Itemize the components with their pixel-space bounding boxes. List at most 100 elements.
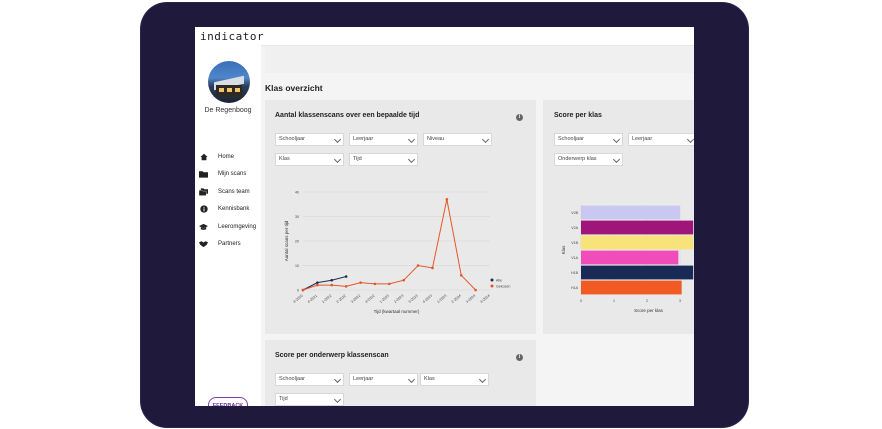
- filter-schooljaar[interactable]: Schooljaar: [275, 133, 344, 146]
- sidebar-nav: Home Mijn scans Scans team Kennisbank: [199, 148, 256, 253]
- sidebar-item-partners[interactable]: Partners: [199, 236, 256, 254]
- sidebar-item-leeromgeving[interactable]: Leeromgeving: [199, 218, 256, 236]
- school-name: De Regenboog: [204, 107, 252, 114]
- brand-logo: indicator: [200, 30, 265, 43]
- y-tick-label: 40: [295, 190, 299, 194]
- x-tick-label: 2-2022: [336, 294, 347, 304]
- y-tick-label: V1A: [571, 256, 578, 260]
- sidebar-item-label: Scans team: [218, 188, 250, 195]
- sidebar-item-label: Home: [218, 153, 235, 160]
- info-circle-icon: [199, 205, 208, 214]
- data-point: [316, 281, 319, 284]
- series-line: [302, 199, 476, 291]
- header-strip: [265, 47, 694, 73]
- bar: [581, 265, 694, 280]
- legend-label: Alle: [496, 278, 502, 282]
- x-tick-label: 3-2022: [350, 294, 361, 304]
- y-tick-label: 10: [295, 264, 299, 268]
- data-point: [359, 281, 362, 284]
- filter-schooljaar[interactable]: Schooljaar: [275, 373, 344, 386]
- y-tick-label: H1B: [571, 271, 579, 275]
- y-axis-label: Aantal scans per tijd: [284, 220, 289, 261]
- x-axis-label: Score per klas: [634, 308, 664, 313]
- series-line: [302, 276, 347, 291]
- sidebar-item-label: Mijn scans: [218, 171, 247, 178]
- x-tick-label: 4-2024: [479, 294, 490, 304]
- data-point: [330, 283, 334, 287]
- filter-niveau[interactable]: Niveau: [423, 133, 492, 146]
- school-avatar: [208, 61, 250, 103]
- legend-swatch: [490, 284, 494, 288]
- card-title: Score per onderwerp klassenscan: [275, 352, 389, 359]
- x-tick-label: 2-2024: [451, 294, 462, 304]
- sidebar-item-label: Partners: [218, 241, 241, 248]
- sidebar-item-kennisbank[interactable]: Kennisbank: [199, 201, 256, 219]
- x-tick-label: 3-2024: [465, 294, 476, 304]
- y-tick-label: V1B: [571, 241, 578, 245]
- filter-klas[interactable]: Klas: [275, 153, 344, 166]
- info-icon[interactable]: i: [516, 114, 523, 121]
- page-title: Klas overzicht: [265, 83, 323, 93]
- card-score-per-klas: Score per klas Schooljaar Leerjaar Onder…: [543, 100, 694, 334]
- bar: [581, 250, 679, 265]
- x-tick-label: 3: [679, 299, 681, 303]
- y-tick-label: V2B: [571, 211, 578, 215]
- y-tick-label: 20: [295, 239, 299, 243]
- x-tick-label: 2: [646, 299, 648, 303]
- sidebar: De Regenboog Home Mijn scans Scans team: [195, 45, 261, 406]
- data-point: [344, 275, 348, 278]
- y-tick-label: 0: [297, 288, 299, 292]
- x-tick-label: 0: [580, 299, 582, 303]
- x-tick-label: 2-2023: [393, 294, 404, 304]
- bar: [581, 235, 694, 250]
- filter-leerjaar[interactable]: Leerjaar: [349, 373, 418, 386]
- x-tick-label: 1: [613, 299, 615, 303]
- folders-icon: [199, 187, 208, 196]
- data-point: [344, 285, 348, 288]
- data-point: [445, 198, 449, 201]
- card-scans-over-time: Aantal klassenscans over een bepaalde ti…: [265, 100, 536, 334]
- bar: [581, 220, 694, 235]
- card-title: Aantal klassenscans over een bepaalde ti…: [275, 112, 420, 119]
- card-title: Score per klas: [554, 112, 602, 119]
- y-tick-label: 30: [295, 215, 299, 219]
- y-axis-label: Klas: [561, 245, 566, 255]
- sidebar-item-label: Kennisbank: [218, 206, 250, 213]
- sidebar-item-mijn-scans[interactable]: Mijn scans: [199, 166, 256, 184]
- filter-tijd[interactable]: Tijd: [349, 153, 418, 166]
- bar-chart: 0 1 2 3 V2B V2A V1B V1A H1B H1A Score per klas Klas: [561, 205, 694, 313]
- sidebar-item-scans-team[interactable]: Scans team: [199, 183, 256, 201]
- filter-leerjaar[interactable]: Leerjaar: [349, 133, 418, 146]
- top-bar: indicator: [195, 27, 694, 46]
- data-point: [373, 282, 377, 286]
- data-point: [431, 266, 434, 270]
- filter-tijd[interactable]: Tijd: [275, 393, 344, 406]
- sidebar-item-home[interactable]: Home: [199, 148, 256, 166]
- data-point: [416, 264, 420, 267]
- x-tick-label: 3-2023: [408, 294, 419, 304]
- x-tick-label: 4-2021: [307, 294, 318, 304]
- legend-swatch: [490, 278, 494, 282]
- x-tick-label: 1-2022: [321, 294, 332, 304]
- data-point: [474, 288, 477, 292]
- filter-leerjaar[interactable]: Leerjaar: [628, 133, 694, 146]
- data-point: [330, 278, 334, 282]
- filter-onderwerp-klas[interactable]: Onderwerp klas: [554, 153, 623, 166]
- bar: [581, 280, 682, 295]
- info-icon[interactable]: i: [516, 354, 523, 361]
- x-axis-label: Tijd (kwartaal nummer): [374, 309, 420, 314]
- legend-label: Gekozen: [496, 284, 510, 288]
- y-tick-label: V2A: [571, 226, 578, 230]
- handshake-icon: [199, 240, 208, 249]
- data-point: [316, 283, 319, 287]
- feedback-button[interactable]: FEEDBACK: [208, 397, 248, 406]
- x-tick-label: 4-2023: [422, 294, 433, 304]
- filter-klas[interactable]: Klas: [420, 373, 489, 386]
- bar: [581, 205, 680, 220]
- card-score-per-onderwerp: Score per onderwerp klassenscan i School…: [265, 340, 536, 406]
- x-tick-label: 1-2023: [379, 294, 390, 304]
- sidebar-item-label: Leeromgeving: [218, 223, 257, 230]
- data-point: [388, 282, 391, 286]
- filter-schooljaar[interactable]: Schooljaar: [554, 133, 623, 146]
